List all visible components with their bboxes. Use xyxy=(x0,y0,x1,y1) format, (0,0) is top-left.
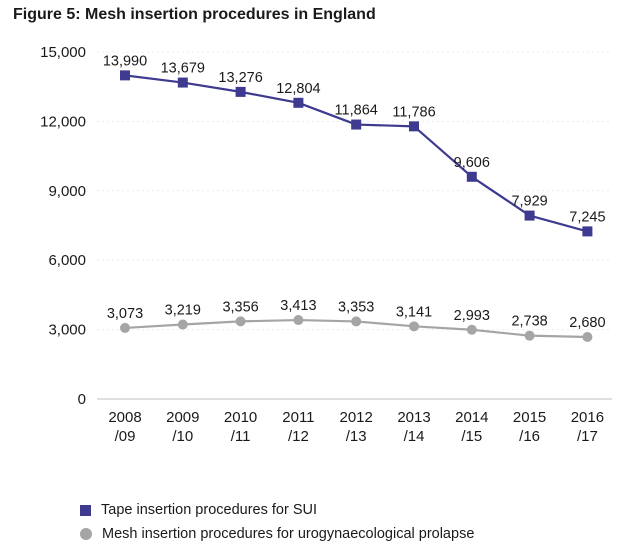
data-point-circle xyxy=(524,330,535,341)
legend-square-icon xyxy=(80,504,91,516)
data-label: 3,073 xyxy=(107,306,143,322)
y-tick-label: 6,000 xyxy=(48,252,86,269)
data-point-circle xyxy=(235,316,246,327)
legend-label-tape: Tape insertion procedures for SUI xyxy=(101,502,317,518)
x-tick-label: 2016/17 xyxy=(571,409,604,445)
chart-title: Figure 5: Mesh insertion procedures in E… xyxy=(13,6,376,23)
data-point-square xyxy=(466,171,477,182)
data-point-square xyxy=(582,226,593,237)
data-label: 13,990 xyxy=(103,53,147,69)
data-point-circle xyxy=(177,319,188,330)
data-point-square xyxy=(293,97,304,108)
data-label: 3,413 xyxy=(280,298,316,314)
y-tick-label: 12,000 xyxy=(40,113,86,130)
legend-item-tape: Tape insertion procedures for SUI xyxy=(80,498,474,522)
x-tick-label: 2012/13 xyxy=(340,409,373,445)
x-tick-label: 2010/11 xyxy=(224,409,257,445)
data-label: 2,738 xyxy=(511,314,547,330)
data-point-square xyxy=(235,86,246,97)
data-label: 13,276 xyxy=(218,70,262,86)
data-point-circle xyxy=(293,315,304,326)
data-label: 13,679 xyxy=(161,61,205,77)
data-point-circle xyxy=(120,322,130,333)
y-tick-label: 15,000 xyxy=(40,44,86,61)
y-tick-label: 9,000 xyxy=(48,183,86,200)
data-label: 2,680 xyxy=(569,315,605,331)
data-point-circle xyxy=(409,321,419,332)
data-point-square xyxy=(120,70,130,81)
data-label: 3,141 xyxy=(396,304,432,320)
data-point-circle xyxy=(351,316,362,327)
data-point-circle xyxy=(466,324,477,335)
legend-circle-icon xyxy=(80,528,92,540)
line-chart: 0 3,000 6,000 9,000 12,000 15,000 2008/09 2009/… xyxy=(40,44,612,445)
y-tick-label: 3,000 xyxy=(48,322,86,339)
x-tick-label: 2011/12 xyxy=(282,409,314,445)
data-label: 3,356 xyxy=(222,299,258,315)
data-label: 2,993 xyxy=(454,308,490,324)
data-label: 7,929 xyxy=(511,194,547,210)
data-point-square xyxy=(524,210,535,221)
x-tick-label: 2013/14 xyxy=(397,409,430,445)
data-label: 3,219 xyxy=(165,303,201,319)
legend-label-mesh: Mesh insertion procedures for urogynaeco… xyxy=(102,526,475,542)
x-tick-label: 2009/10 xyxy=(166,409,199,445)
data-label: 7,245 xyxy=(569,209,605,225)
data-point-square xyxy=(177,77,188,88)
data-point-square xyxy=(409,121,419,132)
legend: Tape insertion procedures for SUI Mesh i… xyxy=(80,498,474,546)
data-label: 9,606 xyxy=(454,155,490,171)
data-label: 11,864 xyxy=(335,103,378,119)
y-tick-label: 0 xyxy=(78,391,86,408)
legend-item-mesh: Mesh insertion procedures for urogynaeco… xyxy=(80,522,474,546)
x-tick-label: 2014/15 xyxy=(455,409,488,445)
data-point-square xyxy=(351,119,362,130)
x-tick-label: 2008/09 xyxy=(108,409,141,445)
x-tick-label: 2015/16 xyxy=(513,409,546,445)
data-label: 12,804 xyxy=(276,81,320,97)
data-label: 11,786 xyxy=(392,104,435,120)
data-point-circle xyxy=(582,332,593,343)
data-label: 3,353 xyxy=(338,299,374,315)
